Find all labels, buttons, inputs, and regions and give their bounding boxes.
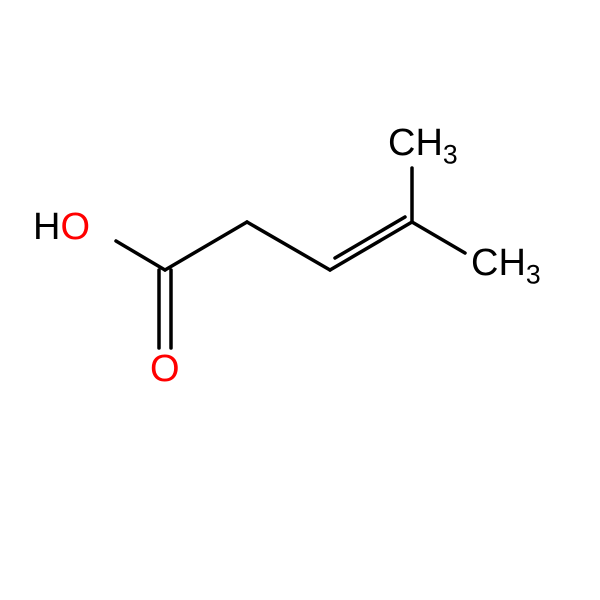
- label-ch3-top: CH3: [388, 124, 458, 162]
- bond-c3-c4-b: [335, 217, 405, 258]
- label-ch3-right-sub: 3: [526, 260, 541, 290]
- label-ho: HO: [33, 208, 90, 246]
- label-o-double: O: [150, 350, 180, 388]
- bond-cacid-c2: [165, 222, 247, 270]
- bond-c-oh: [116, 241, 165, 270]
- label-ch3-right-ch: CH: [471, 242, 526, 284]
- molecule-svg: [0, 0, 600, 600]
- bond-c4-ch3right: [412, 222, 465, 253]
- label-ch3-right: CH3: [471, 244, 541, 282]
- label-o-text: O: [150, 348, 180, 390]
- bond-c2-c3: [247, 222, 330, 270]
- label-ch3-top-ch: CH: [388, 122, 443, 164]
- bond-c3-c4-a: [330, 222, 412, 270]
- label-ch3-top-sub: 3: [443, 140, 458, 170]
- label-ho-h: HO: [33, 206, 90, 248]
